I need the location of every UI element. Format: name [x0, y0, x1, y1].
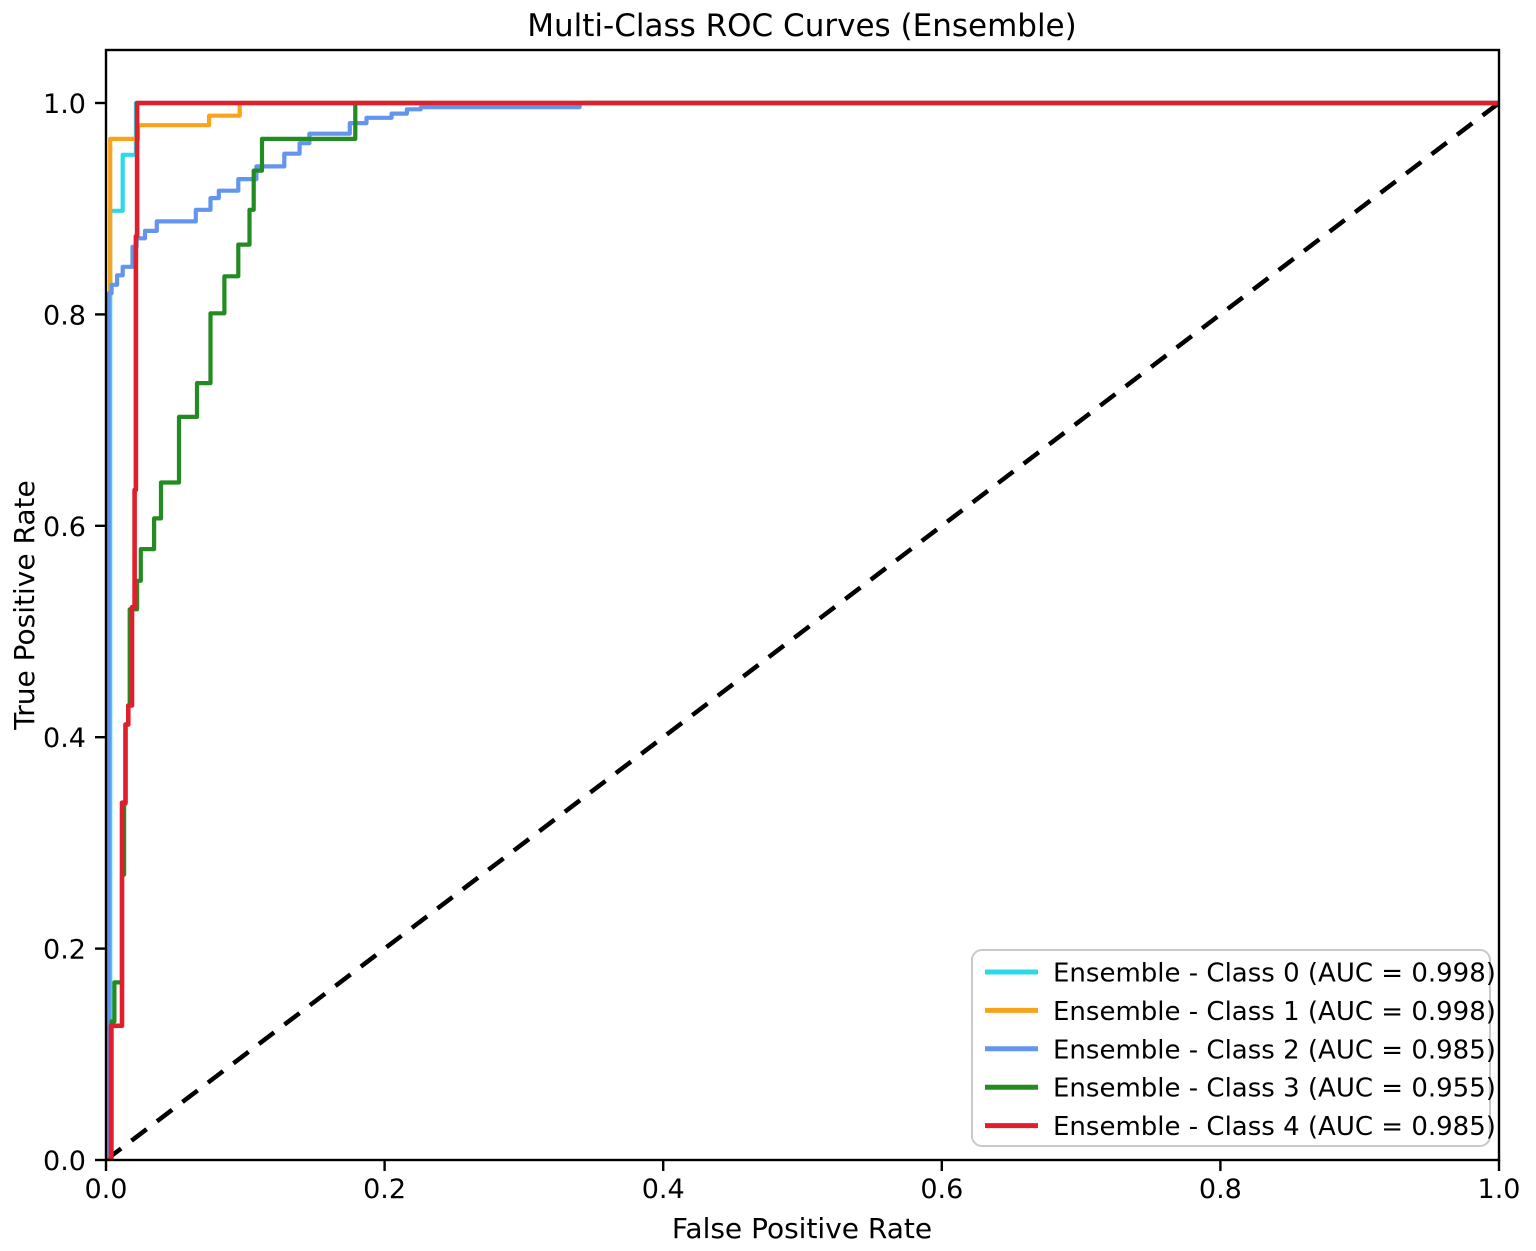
y-tick-label: 1.0 — [43, 89, 86, 120]
chance-diagonal — [106, 101, 1499, 1161]
x-tick-label: 0.2 — [363, 1174, 406, 1205]
chart-title: Multi-Class ROC Curves (Ensemble) — [527, 8, 1076, 44]
legend-box — [971, 949, 1491, 1147]
x-tick-label: 0.8 — [1199, 1174, 1242, 1205]
x-axis-label: False Positive Rate — [672, 1212, 932, 1245]
x-tick-label: 0.0 — [85, 1174, 128, 1205]
roc-curve-class-2 — [106, 100, 1499, 1161]
x-tick-label: 1.0 — [1478, 1174, 1521, 1205]
legend-entry: Ensemble - Class 2 (AUC = 0.985) — [985, 1035, 1496, 1065]
y-tick-label: 0.4 — [43, 723, 86, 754]
legend-label: Ensemble - Class 2 (AUC = 0.985) — [1053, 1035, 1496, 1065]
y-tick-label: 0.8 — [43, 300, 86, 331]
x-tick-label: 0.4 — [642, 1174, 685, 1205]
legend-label: Ensemble - Class 1 (AUC = 0.998) — [1053, 997, 1496, 1027]
y-tick-label: 0.6 — [43, 512, 86, 543]
y-tick-label: 0.0 — [43, 1146, 86, 1177]
legend-entry: Ensemble - Class 3 (AUC = 0.955) — [985, 1074, 1496, 1104]
legend-label: Ensemble - Class 3 (AUC = 0.955) — [1053, 1074, 1496, 1104]
legend-entry: Ensemble - Class 4 (AUC = 0.985) — [985, 1112, 1496, 1142]
y-tick-label: 0.2 — [43, 935, 86, 966]
plot-border — [104, 48, 1501, 1162]
x-tick-label: 0.6 — [920, 1174, 963, 1205]
legend-entry: Ensemble - Class 1 (AUC = 0.998) — [985, 997, 1496, 1027]
roc-curve-class-4 — [106, 100, 1499, 1161]
legend-entry: Ensemble - Class 0 (AUC = 0.998) — [985, 959, 1496, 989]
y-axis-label: True Positive Rate — [8, 480, 41, 730]
legend-label: Ensemble - Class 0 (AUC = 0.998) — [1053, 959, 1496, 989]
legend: Ensemble - Class 0 (AUC = 0.998) Ensemble… — [971, 949, 1496, 1147]
legend-label: Ensemble - Class 4 (AUC = 0.985) — [1053, 1112, 1496, 1142]
